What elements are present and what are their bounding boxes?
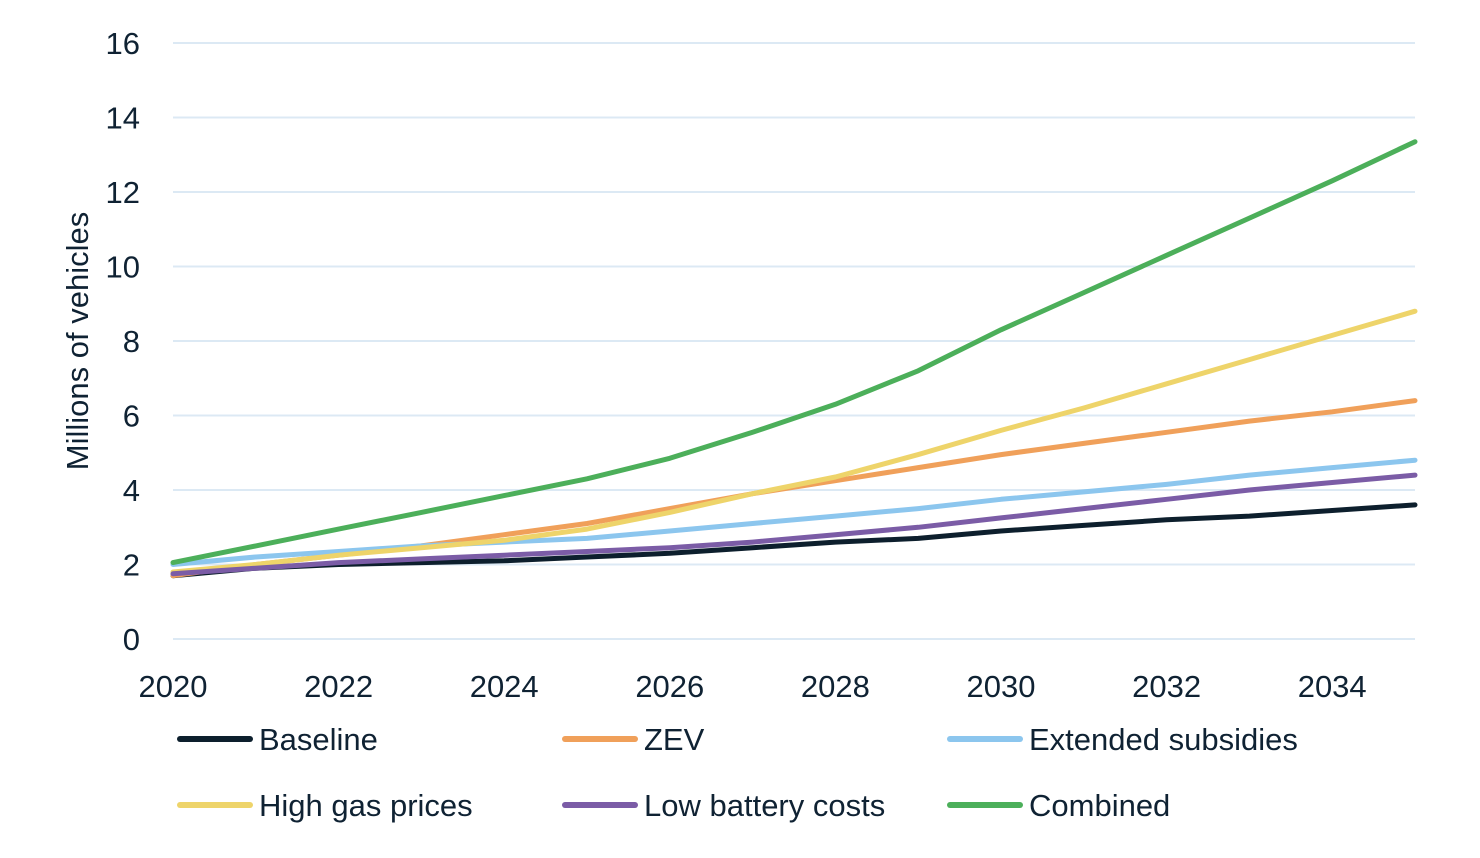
series-line-combined (170, 139, 1418, 566)
y-tick-label: 8 (123, 324, 140, 359)
x-tick-label: 2026 (635, 669, 704, 704)
y-axis-ticks: 0 2 4 6 8 10 12 14 16 (106, 26, 140, 657)
y-tick-label: 12 (106, 175, 140, 210)
y-tick-label: 10 (106, 250, 140, 285)
series-line-low-battery-costs (170, 472, 1418, 577)
y-tick-label: 2 (123, 548, 140, 583)
legend-label-baseline: Baseline (259, 722, 378, 757)
y-tick-label: 16 (106, 26, 140, 61)
x-tick-label: 2028 (801, 669, 870, 704)
series-line-baseline (170, 502, 1418, 579)
x-tick-label: 2024 (470, 669, 539, 704)
x-tick-label: 2032 (1132, 669, 1201, 704)
y-tick-label: 6 (123, 399, 140, 434)
legend-label-combined: Combined (1029, 788, 1170, 823)
y-tick-label: 4 (123, 473, 140, 508)
x-axis-ticks: 2020 2022 2024 2026 2028 2030 2032 2034 (139, 669, 1367, 704)
legend: Baseline ZEV Extended subsidies High gas pr… (177, 722, 1298, 823)
legend-label-high-gas-prices: High gas prices (259, 788, 473, 823)
y-axis-label: Millions of vehicles (60, 212, 95, 470)
x-tick-label: 2022 (304, 669, 373, 704)
series-line-high-gas-prices (170, 308, 1418, 575)
legend-label-zev: ZEV (644, 722, 705, 757)
series-line-extended-subsidies (170, 457, 1418, 567)
x-tick-label: 2020 (139, 669, 208, 704)
legend-label-low-battery-costs: Low battery costs (644, 788, 885, 823)
x-tick-label: 2034 (1298, 669, 1367, 704)
y-tick-label: 0 (123, 622, 140, 657)
y-tick-label: 14 (106, 101, 140, 136)
x-tick-label: 2030 (967, 669, 1036, 704)
legend-label-extended-subsidies: Extended subsidies (1029, 722, 1298, 757)
series-lines (170, 139, 1418, 579)
